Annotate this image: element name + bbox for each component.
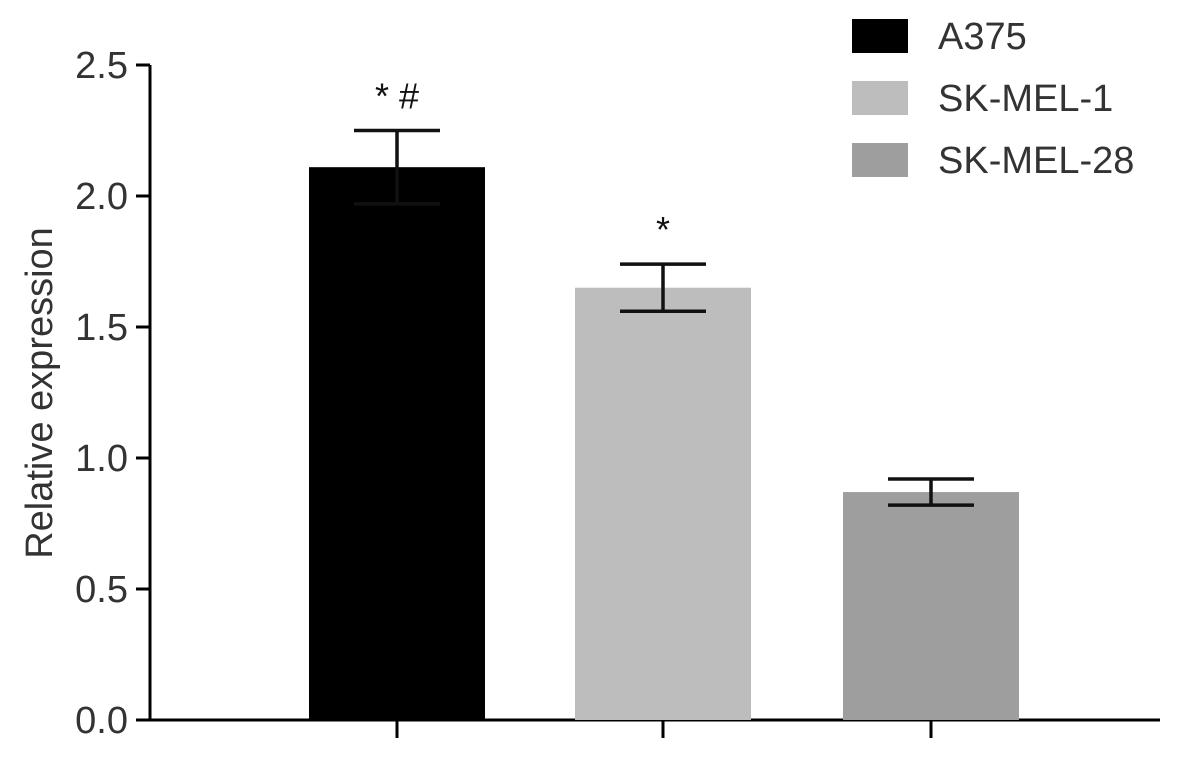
error-bar (888, 477, 974, 507)
error-bars (354, 128, 974, 507)
legend-label: A375 (938, 16, 1027, 58)
y-tick-label: 1.5 (75, 307, 128, 349)
significance-label: * # (375, 76, 419, 117)
bar-sk-mel-1 (575, 287, 751, 720)
bars (309, 167, 1019, 720)
legend-label: SK-MEL-28 (938, 140, 1134, 182)
bar-sk-mel-28 (843, 492, 1019, 720)
y-tick-label: 0.5 (75, 569, 128, 611)
bar-a375 (309, 167, 485, 720)
error-bar (354, 128, 440, 206)
legend: A375 SK-MEL-1 SK-MEL-28 (852, 16, 1134, 182)
error-bar (620, 262, 706, 314)
y-tick-label: 2.0 (75, 176, 128, 218)
significance-label: * (656, 209, 670, 250)
legend-swatch (852, 143, 908, 177)
significance-annotations: * # * (375, 76, 670, 251)
y-axis-label-group: Relative expression (19, 227, 61, 559)
y-tick-label: 1.0 (75, 438, 128, 480)
legend-label: SK-MEL-1 (938, 78, 1113, 120)
y-tick-label: 0.0 (75, 700, 128, 742)
legend-swatch (852, 19, 908, 53)
legend-swatch (852, 81, 908, 115)
x-ticks (395, 720, 933, 738)
y-tick-label: 2.5 (75, 45, 128, 87)
y-axis-label: Relative expression (19, 227, 61, 559)
y-ticks: 0.0 0.5 1.0 1.5 2.0 2.5 (75, 45, 150, 742)
